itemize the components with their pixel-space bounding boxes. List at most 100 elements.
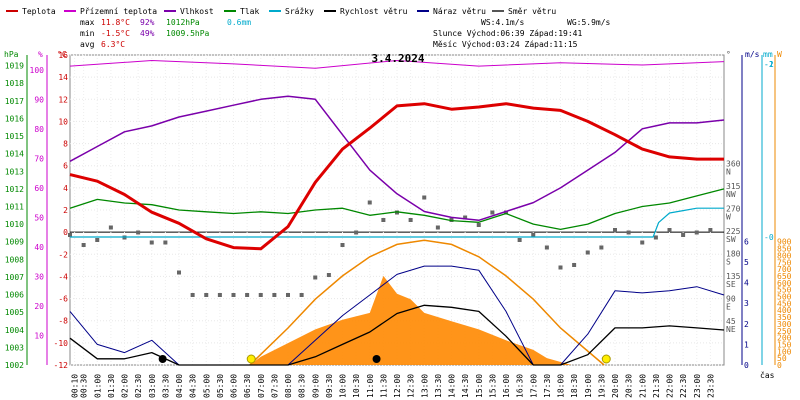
sunrise-marker (246, 354, 256, 364)
wind-direction-point (395, 210, 399, 215)
rain-tick-label: -2 (764, 60, 774, 69)
wind-direction-point (81, 243, 86, 247)
wind-direction-point (177, 270, 181, 275)
pressure-tick-label: 1012 (5, 185, 24, 194)
wind-direction-point (585, 250, 590, 255)
moonrise-marker (158, 355, 167, 363)
wind-direction-point (708, 228, 713, 232)
x-tick-label: 18:30 (570, 374, 579, 398)
x-tick-label: 16:00 (502, 374, 511, 398)
series-layer (69, 60, 725, 366)
wind-direction-point (108, 225, 113, 230)
wind-direction-point (367, 200, 372, 205)
rain-tick-label: -0 (764, 233, 774, 242)
wind-direction-point (572, 263, 577, 267)
legend-label: Náraz větru (433, 7, 486, 16)
wind-direction-point (681, 233, 686, 237)
pressure-tick-label: 1006 (5, 291, 24, 300)
stats-min-press: 1009.5hPa (166, 29, 210, 38)
moon-times: Měsíc Východ:03:24 Západ:11:15 (433, 40, 578, 49)
wind-direction-point (517, 238, 522, 242)
x-tick-label: 01:30 (107, 374, 116, 398)
wind-speed-tick-label: 1 (744, 340, 749, 349)
x-tick-label: 15:30 (488, 374, 497, 398)
wind-dir-tick-value: 270 (726, 205, 741, 214)
x-tick-label: 22:00 (666, 374, 675, 398)
stats-max-temp: 11.8°C (101, 18, 130, 27)
x-tick-label: 19:00 (584, 374, 593, 398)
wind-direction-point (231, 293, 236, 297)
wind-direction-point (435, 225, 440, 230)
wind-speed-tick-label: 4 (744, 279, 749, 288)
wind-dir-tick-value: 135 (726, 272, 741, 281)
solar-tick-label: 750 (777, 258, 792, 267)
temperature-tick-label: -6 (58, 295, 68, 304)
unit-rain: mm (763, 50, 773, 59)
solar-tick-label: 300 (777, 320, 792, 329)
wind-direction-point (326, 273, 331, 277)
axis-units: hPa % °C ° m/s mm W (4, 50, 782, 59)
wind-dir-tick-label: E (726, 303, 731, 312)
x-tick-label: 04:30 (189, 374, 198, 398)
solar-tick-label: 800 (777, 251, 792, 260)
solar-tick-label: 900 (777, 238, 792, 247)
pressure-tick-label: 1014 (5, 150, 24, 159)
stats-min-temp: -1.5°C (101, 29, 130, 38)
temperature-tick-label: -12 (54, 361, 69, 370)
x-tick-label: 21:00 (638, 374, 647, 398)
solar-tick-label: 150 (777, 340, 792, 349)
solar-tick-label: 850 (777, 245, 792, 254)
wind-direction-point (599, 245, 604, 250)
humidity-line (69, 95, 725, 222)
wind-dir-tick-value: 180 (726, 250, 741, 259)
solar-tick-label: 650 (777, 272, 792, 281)
wind-wg: WG:5.9m/s (567, 18, 611, 27)
legend-label: Směr větru (508, 7, 556, 16)
temperature-tick-label: 6 (63, 162, 68, 171)
humidity-tick-label: 60 (34, 184, 44, 193)
unit-humidity: % (38, 50, 43, 59)
rain-tick-label: -1 (764, 60, 774, 69)
wind-dir-tick-label: S (726, 258, 731, 267)
pressure-line (69, 188, 725, 231)
x-tick-label: 10:30 (352, 374, 361, 398)
wind-direction-point (653, 235, 658, 240)
stats-min-label: min (80, 29, 95, 38)
pressure-tick-label: 1018 (5, 79, 24, 88)
x-tick-label: 08:00 (284, 374, 293, 398)
solar-tick-label: 450 (777, 299, 792, 308)
solar-tick-label: 500 (777, 293, 792, 302)
wind-direction-point (245, 293, 250, 297)
humidity-tick-label: 10 (34, 331, 44, 340)
temperature-tick-label: -2 (58, 250, 68, 259)
humidity-tick-label: 70 (34, 154, 44, 163)
solar-tick-label: 350 (777, 313, 792, 322)
wind-direction-point (558, 265, 563, 270)
wind-direction-point (490, 210, 495, 215)
pressure-tick-label: 1017 (5, 97, 24, 106)
stats-min-hum: 49% (140, 29, 155, 38)
solar-tick-label: 50 (777, 354, 787, 363)
temperature-tick-label: -8 (58, 317, 68, 326)
x-tick-label: 00:30 (80, 374, 89, 398)
x-tick-label: 23:30 (706, 374, 715, 398)
pressure-tick-label: 1009 (5, 238, 24, 247)
x-tick-label: 02:00 (121, 374, 130, 398)
stats-avg-temp: 6.3°C (101, 40, 125, 49)
unit-temperature: °C (57, 50, 67, 59)
wind-speed-tick-label: 5 (744, 258, 749, 267)
wind-dir-tick-value: 315 (726, 182, 741, 191)
pressure-tick-label: 1004 (5, 326, 24, 335)
wind-direction-point (204, 293, 209, 297)
sun-times: Slunce Východ:06:39 Západ:19:41 (433, 29, 582, 38)
unit-pressure: hPa (4, 50, 19, 59)
x-tick-label: 19:30 (597, 374, 606, 398)
temperature-tick-label: -10 (54, 339, 69, 348)
wind-direction-point (313, 275, 318, 280)
legend-label: Teplota (22, 7, 56, 16)
wind-dir-tick-value: 45 (726, 317, 736, 326)
x-tick-label: 10:00 (339, 374, 348, 398)
temperature-tick-label: 16 (58, 51, 68, 60)
wind-direction-point (626, 230, 631, 235)
x-tick-label: 07:30 (270, 374, 279, 398)
